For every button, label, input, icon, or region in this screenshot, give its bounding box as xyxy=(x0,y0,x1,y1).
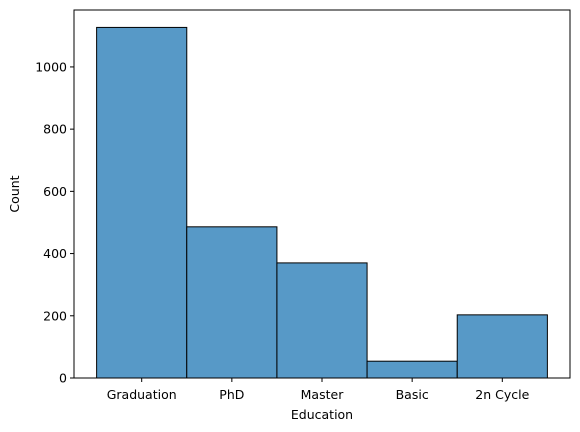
x-tick-label: 2n Cycle xyxy=(475,387,529,402)
x-tick-label: Master xyxy=(301,387,345,402)
x-axis-label: Education xyxy=(291,407,353,422)
bar-phd xyxy=(186,226,278,379)
y-axis-label: Count xyxy=(7,175,22,212)
y-tick-label: 200 xyxy=(43,308,67,323)
y-axis: 0 200 400 600 800 1000 xyxy=(35,59,74,386)
x-tick-label: Basic xyxy=(396,387,429,402)
bar-2n-cycle xyxy=(456,314,548,379)
plot-frame xyxy=(73,9,571,379)
bars xyxy=(96,26,548,379)
y-tick-label: 0 xyxy=(59,371,67,386)
bar-master xyxy=(276,262,368,379)
y-tick-label: 1000 xyxy=(35,59,67,74)
bar-graduation xyxy=(96,26,188,379)
y-tick-label: 400 xyxy=(43,246,67,261)
x-axis: Graduation PhD Master Basic 2n Cycle xyxy=(107,378,530,402)
y-tick-label: 600 xyxy=(43,184,67,199)
x-tick-label: PhD xyxy=(219,387,244,402)
bar-basic xyxy=(366,360,458,379)
y-tick-label: 800 xyxy=(43,122,67,137)
x-tick-label: Graduation xyxy=(107,387,177,402)
